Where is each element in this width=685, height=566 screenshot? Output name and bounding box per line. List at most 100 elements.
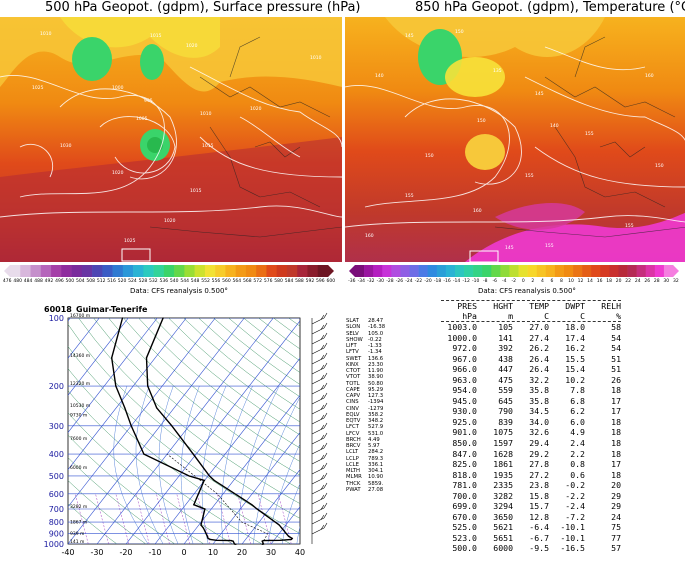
colorbar-tick-label: 548	[190, 279, 200, 284]
table-row: 850.0 1597 29.4 2.4 18	[441, 438, 621, 449]
contour-label: 140	[550, 123, 559, 129]
temperature-point	[280, 527, 282, 529]
right-map-title: 850 hPa Geopot. (gdpm), Temperature (°C)	[415, 0, 685, 15]
right-colorbar-low-arrow	[349, 265, 355, 277]
index-row: BRCV 5.97	[346, 443, 385, 449]
pressure-tick-label: 900	[49, 530, 64, 539]
table-cell: 26	[611, 374, 621, 385]
colorbar-tick-label: 10	[568, 279, 574, 284]
index-value: 127.3	[368, 393, 384, 399]
table-cell: 1003.0	[447, 322, 477, 332]
colorbar-tick-label: 26	[644, 279, 651, 284]
table-cell: 6.0	[570, 416, 585, 427]
geopotential-lines	[345, 46, 685, 228]
colorbar-tick-label: 20	[615, 279, 622, 284]
left-colorbar-swatch	[40, 265, 52, 277]
colorbar-tick-label: 572	[253, 279, 263, 284]
temperature-point	[285, 533, 288, 535]
left-colorbar-swatch	[276, 265, 288, 277]
station-name: Guimar-Tenerife	[76, 305, 148, 314]
contour-label: 150	[425, 153, 434, 159]
index-value: 527.9	[368, 424, 384, 431]
contour-label: 150	[455, 29, 464, 35]
right-colorbar-swatch	[482, 265, 492, 277]
wind-barb	[311, 512, 328, 525]
table-cell: 15.5	[565, 353, 585, 364]
left-colorbar-swatch	[61, 265, 72, 277]
low-cyan-core	[72, 37, 112, 81]
table-cell: -10.1	[560, 532, 585, 543]
moist-adiabat	[221, 385, 253, 544]
dewpoint-point	[121, 317, 124, 319]
table-top-rule	[441, 300, 621, 301]
index-name: BRCH	[346, 436, 361, 443]
table-cell: 18	[611, 416, 621, 427]
column-unit: hPa	[462, 311, 477, 321]
colorbar-tick-label: 524	[128, 279, 137, 284]
index-name: LCLE	[346, 461, 359, 468]
height-label: 12320 m	[70, 381, 90, 387]
contour-label: 160	[365, 233, 374, 239]
table-cell: 18	[611, 448, 621, 459]
colorbar-tick-label: -16	[443, 279, 451, 284]
right-colorbar-swatch	[527, 265, 538, 277]
isobar-lines	[0, 66, 342, 218]
colorbar-tick-label: 30	[663, 279, 670, 284]
colorbar-tick-label: -34	[357, 279, 365, 284]
index-row: MLMR 10.90	[346, 474, 385, 480]
mixing-ratio-line	[277, 493, 292, 544]
hot-sahara	[465, 212, 685, 262]
contour-label: 155	[585, 131, 594, 137]
contour-label: 155	[545, 243, 554, 249]
index-row: LCLE 336.1	[346, 462, 385, 468]
table-row: 945.0 645 35.8 6.8 17	[441, 396, 621, 407]
left-colorbar	[4, 265, 334, 277]
dry-adiabat	[68, 390, 263, 544]
right-colorbar-swatch	[591, 265, 601, 277]
colorbar-tick-label: 564	[232, 279, 242, 284]
right-colorbar-swatch	[355, 265, 365, 277]
index-name: SLAT	[346, 318, 359, 324]
colorbar-tick-label: 22	[625, 279, 632, 284]
left-colorbar-swatch	[51, 265, 62, 277]
contour-label: 160	[473, 208, 482, 214]
index-row: SHOW -0.22	[346, 337, 385, 343]
temperature-tick-label: -30	[90, 548, 103, 557]
temperature-tick-label: 40	[295, 548, 305, 557]
table-cell: 901.0	[452, 427, 477, 438]
index-row: LCLP 789.3	[346, 456, 385, 462]
isobar-label: 1020	[250, 106, 262, 112]
temperature-point	[256, 508, 258, 510]
table-cell: 925.0	[452, 416, 477, 427]
index-row: SELV 105.0	[346, 331, 385, 337]
dewpoint-point	[230, 540, 232, 542]
index-value: -16.38	[368, 324, 386, 331]
wind-barb	[311, 312, 328, 325]
trough-inner	[147, 137, 163, 153]
colorbar-tick-label: 492	[44, 279, 54, 284]
table-cell: 1628	[493, 448, 513, 459]
index-row: LFCT 527.9	[346, 424, 385, 430]
dewpoint-point	[201, 519, 203, 521]
index-value: -1.34	[368, 349, 382, 356]
colorbar-tick-label: 540	[169, 279, 179, 284]
wind-barb	[311, 342, 328, 355]
table-cell: 825.0	[452, 459, 477, 470]
right-colorbar-swatch	[454, 265, 465, 277]
isobar-label: 1015	[190, 188, 202, 194]
index-value: 789.3	[368, 455, 384, 462]
wind-barb	[311, 382, 328, 395]
index-name: KINX	[346, 361, 359, 368]
index-name: LFTV	[346, 349, 359, 356]
moist-adiabat	[267, 443, 300, 544]
colorbar-tick-label: 508	[86, 279, 96, 284]
isobar-labels: 1010 1015 1020 1025 1000 995 1005 1030 1015 1010 1…	[32, 31, 322, 244]
index-value: 105.0	[368, 330, 384, 337]
temperature-profile-line	[145, 317, 294, 545]
temperature-point	[290, 538, 292, 540]
table-cell: 4.9	[570, 427, 585, 438]
mixing-ratio-line	[135, 493, 150, 544]
contour-label: 155	[625, 223, 634, 229]
pressure-tick-label: 700	[49, 505, 64, 514]
left-map-title: 500 hPa Geopot. (gdpm), Surface pressure…	[45, 0, 361, 15]
